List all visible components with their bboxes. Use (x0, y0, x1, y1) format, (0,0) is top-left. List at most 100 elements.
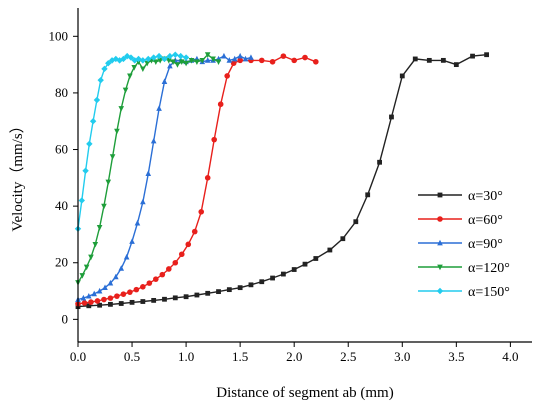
data-point (174, 62, 181, 68)
data-point (140, 299, 146, 304)
series-1 (75, 52, 489, 310)
data-point (353, 219, 359, 225)
data-point (172, 259, 179, 266)
data-point (204, 175, 211, 181)
data-point (484, 52, 489, 58)
data-point (204, 52, 211, 58)
data-point (151, 297, 157, 303)
axes: 0.0 0.5 1.0 1.5 2.0 2.5 3.0 3.5 4.0 0 20 40 60 80 100 (49, 8, 532, 364)
x-tick-label: 2.5 (340, 349, 356, 364)
data-point (146, 280, 153, 286)
data-point (194, 292, 200, 298)
data-point (133, 286, 140, 293)
data-point (118, 106, 125, 112)
data-point (80, 294, 87, 301)
data-point (105, 179, 112, 186)
series-5 (74, 51, 190, 232)
legend-item: α=60° (418, 213, 503, 228)
data-point (127, 289, 133, 295)
series-4 (75, 52, 222, 286)
data-point (313, 58, 319, 65)
series-3 (75, 52, 254, 302)
data-point (217, 101, 224, 108)
data-point (291, 267, 297, 272)
data-point (86, 303, 92, 309)
legend-marker (437, 192, 443, 198)
series-line (77, 53, 187, 229)
data-point (78, 197, 85, 204)
data-point (94, 298, 101, 304)
data-point (280, 271, 286, 277)
x-tick-label: 1.5 (232, 349, 248, 364)
data-point (101, 65, 108, 73)
data-point (97, 302, 103, 308)
data-point (178, 251, 185, 258)
data-point (161, 78, 168, 84)
data-point (140, 284, 146, 290)
data-point (248, 54, 254, 60)
x-tick-label: 2.0 (286, 349, 302, 364)
data-point (162, 296, 167, 302)
data-point (215, 59, 222, 65)
data-point (389, 114, 394, 120)
data-point (170, 59, 176, 65)
data-point (156, 105, 162, 111)
data-point (166, 52, 174, 60)
data-point (231, 55, 238, 62)
data-point (185, 241, 192, 248)
x-tick-label: 0.0 (70, 349, 86, 364)
data-point (140, 66, 146, 73)
y-tick-label: 100 (49, 28, 69, 43)
data-point (139, 57, 147, 64)
data-point (129, 299, 135, 305)
data-point (205, 290, 211, 296)
data-point (107, 295, 114, 301)
data-point (399, 73, 405, 79)
legend-label: α=30° (468, 189, 503, 204)
data-point (280, 53, 287, 59)
data-point (150, 137, 157, 144)
y-tick-label: 20 (55, 255, 68, 270)
data-point (88, 254, 94, 261)
data-point (221, 52, 227, 59)
data-point (114, 128, 120, 135)
data-point (144, 60, 150, 67)
data-point (102, 284, 108, 291)
data-point (412, 56, 418, 62)
data-point (91, 290, 98, 297)
legend-label: α=60° (468, 213, 503, 228)
data-point (116, 57, 123, 64)
data-point (108, 301, 113, 307)
data-point (97, 76, 104, 84)
x-tick-label: 3.0 (394, 349, 410, 364)
data-point (270, 275, 275, 281)
data-point (96, 224, 103, 231)
data-point (191, 228, 198, 235)
data-point (134, 219, 141, 226)
legend-item: α=150° (418, 285, 510, 300)
legend-item: α=90° (418, 237, 503, 252)
data-point (167, 62, 173, 69)
data-point (313, 256, 319, 261)
data-point (230, 60, 237, 66)
data-point (145, 55, 152, 63)
y-axis-title: Velocity（mm/s） (9, 118, 26, 231)
data-point (166, 57, 172, 64)
data-point (340, 236, 346, 242)
data-point (226, 57, 233, 63)
data-point (177, 52, 184, 60)
data-point (122, 87, 129, 94)
data-point (327, 247, 333, 253)
data-point (157, 57, 163, 64)
series-line (77, 55, 252, 301)
data-point (440, 57, 446, 63)
legend-label: α=150° (468, 285, 510, 300)
data-point (183, 294, 189, 300)
data-point (150, 54, 157, 61)
x-tick-label: 3.5 (448, 349, 464, 364)
data-point (114, 293, 120, 299)
data-point (182, 54, 190, 61)
data-point (258, 57, 265, 64)
legend-marker (437, 264, 443, 271)
